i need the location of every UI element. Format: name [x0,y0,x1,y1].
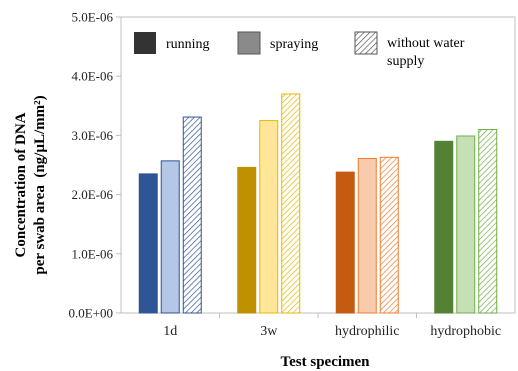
bar-running-1d [138,173,158,314]
y-tick-label: 2.0E-06 [71,187,113,202]
bar-spraying-hydrophilic [357,157,377,314]
bar-spraying-1d [160,160,180,314]
y-tick-label: 0.0E+00 [68,306,113,321]
legend-label-spraying: spraying [270,37,318,52]
y-tick-label: 1.0E-06 [71,246,113,261]
plot-area [120,16,516,314]
y-tick-label: 4.0E-06 [71,69,113,84]
legend-label-running: running [166,37,210,52]
y-axis-title-line2: per swab area (ng/µL/mm²) [32,95,48,274]
bar-without-water-supply-3w [281,93,301,314]
bar-running-hydrophilic [335,171,355,314]
x-tick-label: 1d [163,324,177,339]
bar-running-3w [237,166,257,314]
y-axis-title: Concentration of DNA per swab area (ng/µ… [13,95,48,274]
legend: running spraying without water supply [134,31,465,69]
y-axis-title-line1: Concentration of DNA [13,112,29,257]
bar-without-water-supply-hydrophobic [478,128,498,314]
x-axis-title: Test specimen [280,354,370,370]
y-tick-label: 5.0E-06 [71,10,113,25]
x-tick-label: 3w [260,324,278,339]
y-tick-label: 3.0E-06 [71,128,113,143]
x-tick-label: hydrophilic [335,324,400,339]
y-axis-ticks: 0.0E+00 1.0E-06 2.0E-06 3.0E-06 4.0E-06 5.0E-… [68,10,121,321]
bar-running-hydrophobic [434,140,454,314]
legend-label-without-water-supply-line2: supply [387,54,424,69]
legend-swatch-spraying [237,31,261,55]
bar-spraying-3w [259,120,279,314]
plot-frame [120,16,516,314]
x-tick-label: hydrophobic [430,324,501,339]
bar-without-water-supply-1d [182,116,202,314]
x-axis-categories: 1d 3w hydrophilic hydrophobic [163,313,501,339]
legend-label-without-water-supply-line1: without water [387,36,465,51]
bar-spraying-hydrophobic [456,135,476,314]
bar-without-water-supply-hydrophilic [379,156,399,314]
legend-swatch-without-water-supply [354,31,378,55]
legend-swatch-running [134,32,156,54]
